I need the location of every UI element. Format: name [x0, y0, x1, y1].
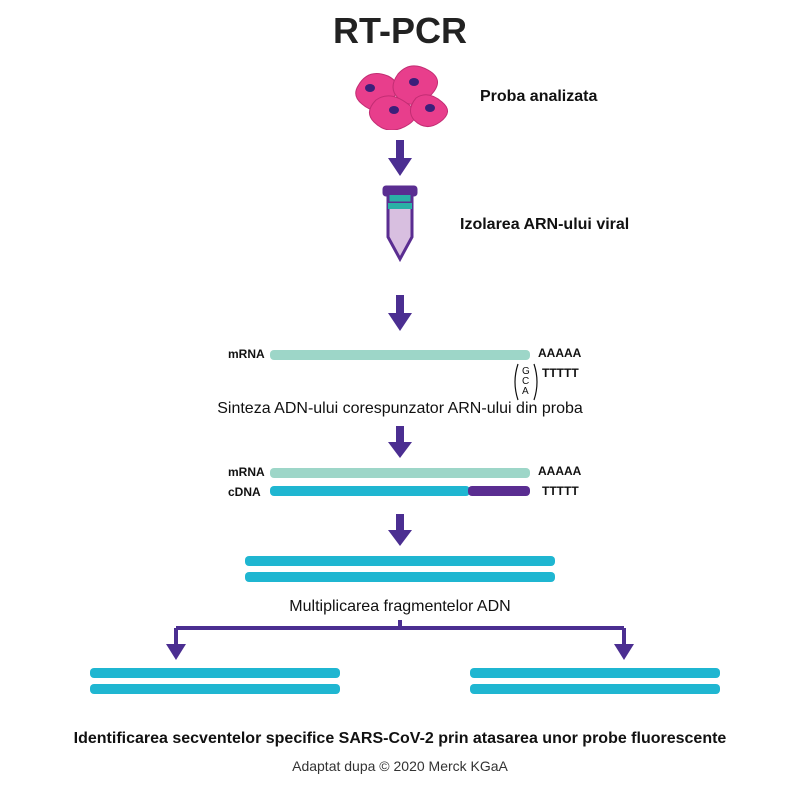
dsdna-left [90, 668, 340, 698]
mrna-label-1: mRNA [228, 347, 265, 361]
credit-label: Adaptat dupa © 2020 Merck KGaA [0, 758, 800, 774]
final-label: Identificarea secventelor specifice SARS… [0, 730, 800, 748]
polyt-label-1: TTTTT [542, 366, 579, 380]
sample-label: Proba analizata [480, 88, 597, 106]
mrna-strand-2 [270, 468, 530, 478]
synthesis-label: Sinteza ADN-ului corespunzator ARN-ului … [0, 400, 800, 418]
mrna-strand-1 [270, 350, 530, 360]
amp-label: Multiplicarea fragmentelor ADN [0, 598, 800, 616]
cdna-label: cDNA [228, 485, 261, 499]
svg-text:A: A [522, 386, 529, 397]
tube-icon [370, 185, 430, 275]
isolation-label: Izolarea ARN-ului viral [460, 216, 629, 234]
arrow-3-icon [385, 426, 415, 462]
arrow-2-icon [385, 295, 415, 335]
fork-arrow-icon [140, 620, 660, 668]
diagram-title: RT-PCR [0, 10, 800, 52]
mrna-label-2: mRNA [228, 465, 265, 479]
polya-label-2: AAAAA [538, 464, 581, 478]
dsdna-center [245, 556, 555, 586]
dsdna-right [470, 668, 720, 698]
polyt-label-2: TTTTT [542, 484, 579, 498]
codon-bracket-icon: G C A [512, 362, 540, 402]
arrow-4-icon [385, 514, 415, 550]
cells-icon [340, 60, 460, 130]
diagram-stage: RT-PCR Proba analizata Izolarea ARN-ului… [0, 0, 800, 800]
cdna-strand [270, 486, 530, 496]
arrow-1-icon [385, 140, 415, 180]
polya-label-1: AAAAA [538, 346, 581, 360]
